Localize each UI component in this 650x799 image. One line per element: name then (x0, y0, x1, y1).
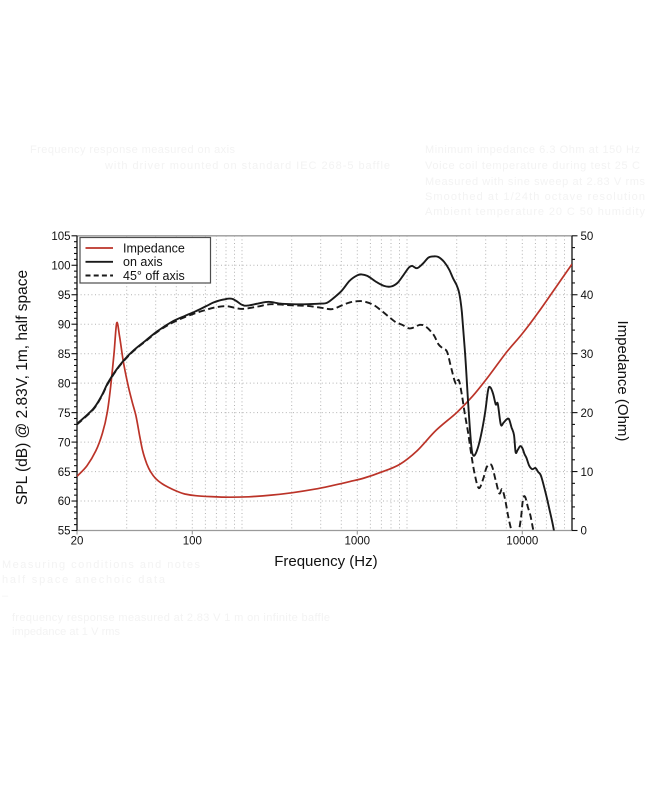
svg-text:SPL (dB) @ 2.83V, 1m, half spa: SPL (dB) @ 2.83V, 1m, half space (14, 270, 31, 505)
svg-text:95: 95 (58, 290, 71, 302)
svg-text:100: 100 (51, 261, 70, 273)
svg-text:65: 65 (58, 467, 71, 479)
svg-text:40: 40 (581, 290, 594, 302)
svg-text:20: 20 (71, 536, 84, 548)
svg-text:Impedance (Ohm): Impedance (Ohm) (614, 321, 631, 442)
svg-text:Smoothed at 1/24th octave reso: Smoothed at 1/24th octave resolution (425, 191, 645, 203)
svg-text:impedance at 1 V rms: impedance at 1 V rms (12, 626, 121, 638)
svg-text:frequency response measured at: frequency response measured at 2.83 V 1 … (12, 612, 330, 624)
svg-text:75: 75 (58, 408, 71, 420)
svg-text:90: 90 (58, 319, 71, 331)
svg-text:–: – (2, 590, 9, 602)
svg-text:10000: 10000 (506, 536, 538, 548)
svg-text:55: 55 (58, 526, 71, 538)
svg-text:30: 30 (581, 349, 594, 361)
svg-text:20: 20 (581, 408, 594, 420)
svg-text:105: 105 (51, 231, 70, 243)
svg-text:Measuring conditions and notes: Measuring conditions and notes (2, 559, 201, 571)
svg-text:Voice coil temperature during: Voice coil temperature during test 25 C (425, 160, 640, 172)
svg-text:Frequency (Hz): Frequency (Hz) (274, 553, 377, 570)
svg-text:half space anechoic data: half space anechoic data (2, 574, 166, 586)
svg-text:60: 60 (58, 496, 71, 508)
svg-text:with driver mounted on standar: with driver mounted on standard IEC 268-… (104, 160, 390, 172)
svg-text:10: 10 (581, 467, 594, 479)
svg-text:85: 85 (58, 349, 71, 361)
svg-text:Minimum impedance 6.3 Ohm at 1: Minimum impedance 6.3 Ohm at 150 Hz (425, 144, 640, 156)
svg-text:0: 0 (581, 526, 587, 538)
svg-text:Measured with sine sweep at 2.: Measured with sine sweep at 2.83 V rms (425, 176, 646, 188)
svg-text:100: 100 (183, 536, 202, 548)
svg-text:Frequency response measured on: Frequency response measured on axis (30, 144, 236, 156)
svg-text:50: 50 (581, 231, 594, 243)
svg-text:on axis: on axis (123, 255, 163, 269)
svg-text:80: 80 (58, 378, 71, 390)
svg-text:1000: 1000 (345, 536, 371, 548)
svg-text:Ambient temperature 20 C 50 hu: Ambient temperature 20 C 50 humidity (425, 206, 646, 218)
svg-text:Impedance: Impedance (123, 241, 185, 255)
svg-text:70: 70 (58, 437, 71, 449)
svg-text:45° off axis: 45° off axis (123, 269, 185, 283)
